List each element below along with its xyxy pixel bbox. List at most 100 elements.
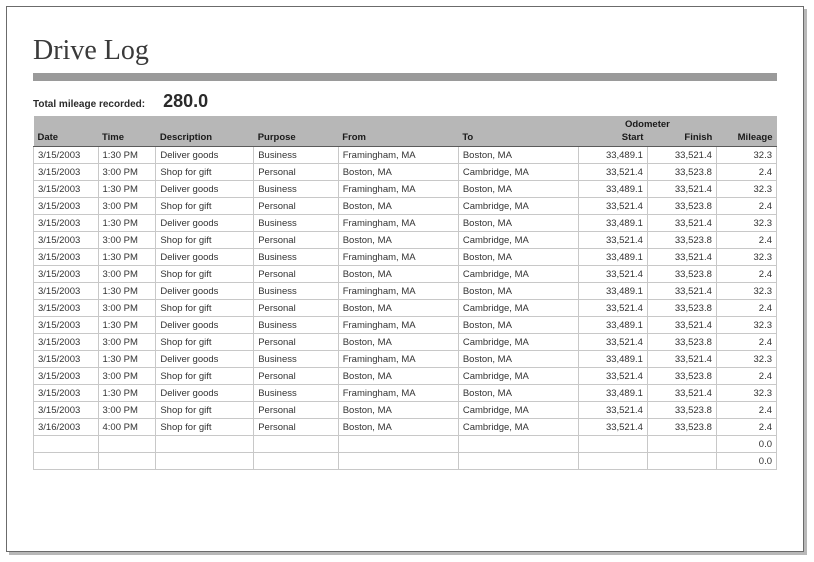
cell-purp: Business <box>254 147 339 164</box>
cell-purp <box>254 453 339 470</box>
cell-date: 3/15/2003 <box>34 266 99 283</box>
cell-desc: Deliver goods <box>156 317 254 334</box>
cell-time: 1:30 PM <box>98 249 156 266</box>
col-date: Date <box>34 130 99 147</box>
page-title: Drive Log <box>33 35 777 67</box>
cell-finish: 33,521.4 <box>647 215 716 232</box>
cell-desc: Shop for gift <box>156 419 254 436</box>
cell-from: Boston, MA <box>338 402 458 419</box>
table-row: 3/15/20033:00 PMShop for giftPersonalBos… <box>34 402 777 419</box>
cell-desc: Deliver goods <box>156 385 254 402</box>
cell-start: 33,489.1 <box>578 147 647 164</box>
cell-start: 33,521.4 <box>578 232 647 249</box>
cell-finish: 33,523.8 <box>647 198 716 215</box>
cell-start: 33,521.4 <box>578 402 647 419</box>
cell-mile: 32.3 <box>716 249 776 266</box>
cell-date <box>34 436 99 453</box>
table-row: 3/15/20033:00 PMShop for giftPersonalBos… <box>34 164 777 181</box>
cell-start: 33,521.4 <box>578 198 647 215</box>
cell-desc: Deliver goods <box>156 147 254 164</box>
cell-desc: Shop for gift <box>156 368 254 385</box>
cell-purp: Personal <box>254 266 339 283</box>
cell-from: Boston, MA <box>338 300 458 317</box>
cell-desc: Shop for gift <box>156 266 254 283</box>
cell-mile: 32.3 <box>716 283 776 300</box>
superheader-odometer: Odometer <box>578 116 716 130</box>
cell-from <box>338 436 458 453</box>
cell-to: Boston, MA <box>458 147 578 164</box>
cell-time: 1:30 PM <box>98 385 156 402</box>
cell-time: 1:30 PM <box>98 215 156 232</box>
cell-from: Framingham, MA <box>338 147 458 164</box>
cell-date: 3/15/2003 <box>34 283 99 300</box>
cell-start: 33,489.1 <box>578 249 647 266</box>
table-row: 3/15/20031:30 PMDeliver goodsBusinessFra… <box>34 385 777 402</box>
cell-purp: Personal <box>254 368 339 385</box>
cell-finish: 33,521.4 <box>647 181 716 198</box>
cell-mile: 32.3 <box>716 317 776 334</box>
cell-start: 33,521.4 <box>578 266 647 283</box>
cell-from: Framingham, MA <box>338 351 458 368</box>
cell-time: 3:00 PM <box>98 334 156 351</box>
cell-start: 33,489.1 <box>578 215 647 232</box>
cell-finish: 33,521.4 <box>647 351 716 368</box>
col-to: To <box>458 130 578 147</box>
cell-mile: 2.4 <box>716 300 776 317</box>
cell-desc: Deliver goods <box>156 181 254 198</box>
table-row: 0.0 <box>34 453 777 470</box>
col-from: From <box>338 130 458 147</box>
cell-mile: 0.0 <box>716 453 776 470</box>
cell-desc <box>156 453 254 470</box>
drive-log-table: Odometer Date Time Description Purpose F… <box>33 116 777 470</box>
cell-desc: Shop for gift <box>156 334 254 351</box>
cell-to: Cambridge, MA <box>458 368 578 385</box>
cell-to: Cambridge, MA <box>458 232 578 249</box>
cell-to: Cambridge, MA <box>458 402 578 419</box>
cell-finish: 33,523.8 <box>647 368 716 385</box>
cell-date: 3/15/2003 <box>34 215 99 232</box>
cell-start: 33,521.4 <box>578 334 647 351</box>
table-row: 3/15/20031:30 PMDeliver goodsBusinessFra… <box>34 351 777 368</box>
table-row: 3/15/20031:30 PMDeliver goodsBusinessFra… <box>34 147 777 164</box>
cell-time: 4:00 PM <box>98 419 156 436</box>
cell-to: Boston, MA <box>458 385 578 402</box>
cell-to: Cambridge, MA <box>458 266 578 283</box>
table-header-row: Date Time Description Purpose From To St… <box>34 130 777 147</box>
cell-mile: 2.4 <box>716 368 776 385</box>
cell-date: 3/15/2003 <box>34 164 99 181</box>
cell-finish: 33,521.4 <box>647 249 716 266</box>
cell-finish: 33,521.4 <box>647 283 716 300</box>
cell-date: 3/15/2003 <box>34 385 99 402</box>
cell-to: Boston, MA <box>458 351 578 368</box>
cell-purp: Business <box>254 351 339 368</box>
table-row: 3/15/20033:00 PMShop for giftPersonalBos… <box>34 232 777 249</box>
cell-finish <box>647 453 716 470</box>
cell-purp: Personal <box>254 232 339 249</box>
cell-finish: 33,523.8 <box>647 232 716 249</box>
cell-to: Cambridge, MA <box>458 300 578 317</box>
cell-desc: Shop for gift <box>156 232 254 249</box>
cell-date: 3/15/2003 <box>34 300 99 317</box>
cell-time: 1:30 PM <box>98 181 156 198</box>
cell-from: Boston, MA <box>338 419 458 436</box>
col-time: Time <box>98 130 156 147</box>
cell-from: Boston, MA <box>338 164 458 181</box>
summary-row: Total mileage recorded: 280.0 <box>33 91 777 112</box>
table-row: 3/15/20033:00 PMShop for giftPersonalBos… <box>34 368 777 385</box>
cell-purp: Personal <box>254 402 339 419</box>
cell-to: Boston, MA <box>458 283 578 300</box>
table-row: 3/16/20034:00 PMShop for giftPersonalBos… <box>34 419 777 436</box>
col-purpose: Purpose <box>254 130 339 147</box>
cell-purp: Personal <box>254 300 339 317</box>
cell-purp: Business <box>254 215 339 232</box>
table-row: 3/15/20033:00 PMShop for giftPersonalBos… <box>34 334 777 351</box>
superheader-blank <box>34 116 579 130</box>
cell-start: 33,489.1 <box>578 351 647 368</box>
cell-start: 33,521.4 <box>578 419 647 436</box>
cell-desc: Shop for gift <box>156 164 254 181</box>
cell-to: Boston, MA <box>458 181 578 198</box>
cell-desc: Deliver goods <box>156 249 254 266</box>
cell-start: 33,489.1 <box>578 317 647 334</box>
title-rule <box>33 73 777 81</box>
cell-start: 33,489.1 <box>578 181 647 198</box>
